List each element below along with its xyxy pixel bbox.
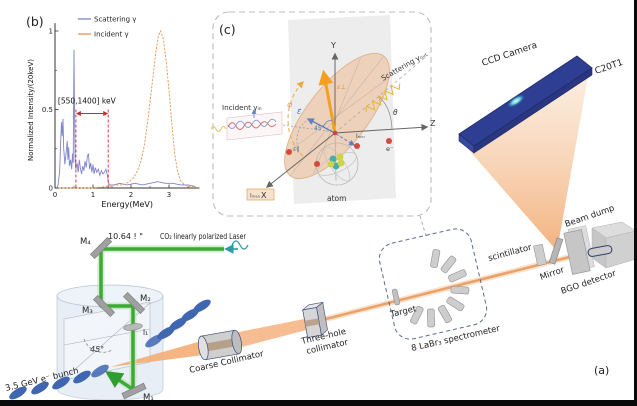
- axis-x-label: X: [261, 191, 267, 200]
- theta-label: θ: [393, 108, 398, 117]
- panel-c-label: (c): [219, 22, 236, 37]
- labr3-detector: [410, 305, 424, 325]
- eps-vec-label: ε⃗: [297, 107, 302, 116]
- electron-dot: [314, 161, 320, 167]
- panel-b-chart: (b) 0 1 2 3 0 0.5 1 Scattering γ Incident γ [550,…: [26, 14, 200, 209]
- labr3-label: 8 LaBr₃ spectrometer: [410, 324, 501, 354]
- bgo-detector-label: BGO detector: [560, 268, 618, 296]
- eps-45-label: 45°: [314, 125, 325, 132]
- panel-b-label: (b): [26, 14, 44, 29]
- panel-b-plot: 0 1 2 3 0 0.5 1 Scattering γ Incident γ [550,1400…: [27, 16, 200, 209]
- svg-text:0: 0: [53, 191, 57, 199]
- bgo-detector: [563, 225, 595, 275]
- beam-dump: [587, 221, 637, 269]
- coarse-collimator: [198, 329, 242, 361]
- panel-a-label: (a): [594, 364, 609, 377]
- gamma-beam: [110, 246, 602, 367]
- mirror-m1-label: M₁: [143, 393, 154, 403]
- svg-text:3: 3: [167, 191, 171, 199]
- electron-dot: [354, 143, 360, 149]
- electron-dot: [386, 138, 392, 144]
- eps-par-label: ε∥: [293, 145, 300, 153]
- mirror-m2-label: M₂: [140, 294, 151, 304]
- eps-vec-arrow: [306, 118, 336, 134]
- theta-arc: [378, 96, 393, 130]
- mirror-m2: [122, 291, 146, 315]
- labr3-spectrometer: [378, 228, 488, 340]
- scintillator: [533, 243, 547, 267]
- electron-bunches: [9, 299, 211, 400]
- imin-label: Iₘᵢₙ: [356, 134, 365, 140]
- mirror-m3-label: M₃: [82, 306, 93, 316]
- angle-45-arc: [83, 338, 113, 353]
- labr3-detector: [426, 308, 436, 328]
- atom-label: atom: [327, 194, 346, 203]
- labr3-detector: [430, 249, 441, 268]
- electron-label: e⁻: [386, 145, 393, 153]
- mirror-label: Mirror: [539, 265, 566, 283]
- svg-text:Energy(MeV): Energy(MeV): [101, 200, 153, 209]
- panel-c: (c) Incident γᵢₙ Scattering γₒᵤₜ Y Z X θ…: [210, 11, 436, 217]
- svg-text:Incident γ: Incident γ: [94, 31, 129, 39]
- target: [391, 288, 401, 306]
- angle-45-label: 45°: [90, 345, 104, 354]
- laser-source-icon: [224, 240, 249, 254]
- incident-axis-dashed: [282, 124, 335, 133]
- panel-c-border: [212, 11, 432, 217]
- lens-l1: [123, 323, 143, 331]
- laser-label: CO₂ linearly polarized Laser: [160, 232, 247, 241]
- axis-y-label: Y: [330, 41, 336, 50]
- imax-label: Iₘₐₓ: [250, 194, 261, 200]
- electron-dot: [286, 149, 292, 155]
- axis-x: [265, 132, 336, 188]
- mirror-m1: [121, 382, 147, 400]
- three-hole-collimator: [301, 301, 328, 338]
- figure-border-right: [634, 0, 637, 406]
- labr3-detector: [448, 269, 467, 283]
- atom-illustration: [286, 130, 392, 186]
- c20t1-label: C20T1: [594, 58, 625, 77]
- figure-border-bottom: [0, 400, 637, 406]
- origin-dot: [332, 130, 338, 136]
- laser-wavelength-label: 10.64 ! ": [108, 232, 143, 241]
- svg-text:1: 1: [49, 28, 53, 36]
- ccd-camera: [458, 55, 593, 154]
- phi-label: φ: [287, 100, 293, 109]
- mirror-m3: [92, 294, 116, 318]
- imin-arrow: [335, 133, 356, 146]
- svg-text:Normalized Intensity/(20keV): Normalized Intensity/(20keV): [27, 59, 35, 161]
- mirror-m4: [89, 236, 113, 260]
- axis-z-label: Z: [430, 119, 436, 128]
- svg-text:[550,1400] keV: [550,1400] keV: [58, 97, 117, 106]
- scintillator-label: scintillator: [487, 243, 533, 264]
- svg-text:0.5: 0.5: [42, 106, 53, 114]
- imax-badge: [246, 188, 275, 201]
- incident-gamma-label: Incident γᵢₙ: [222, 103, 262, 112]
- labr3-detector: [446, 296, 465, 312]
- svg-text:1: 1: [91, 191, 95, 199]
- scattering-axis-dashed: [334, 54, 429, 134]
- eps-45-arc: [323, 120, 333, 127]
- svg-text:0: 0: [49, 185, 53, 193]
- turning-mirror: [548, 237, 564, 265]
- eps-perp-label: ε⊥: [337, 83, 347, 91]
- scattering-wave: [365, 83, 401, 113]
- ccd-camera-label: CCD Camera: [481, 41, 539, 69]
- lens-l1-label: l₁: [143, 328, 148, 337]
- labr3-detector: [440, 255, 457, 274]
- beam-spot: [506, 93, 526, 109]
- incident-light-illustration: [210, 109, 283, 141]
- mirror-m4-label: M₄: [80, 237, 91, 247]
- labr3-detector: [437, 304, 453, 324]
- svg-text:2: 2: [129, 191, 133, 199]
- eps-perp-arrow: [318, 69, 337, 134]
- labr3-detector: [450, 285, 470, 295]
- axis-z: [334, 123, 429, 134]
- svg-text:Scattering γ: Scattering γ: [94, 16, 136, 24]
- phi-arc: [287, 80, 304, 157]
- xray-light-cone: [461, 71, 589, 251]
